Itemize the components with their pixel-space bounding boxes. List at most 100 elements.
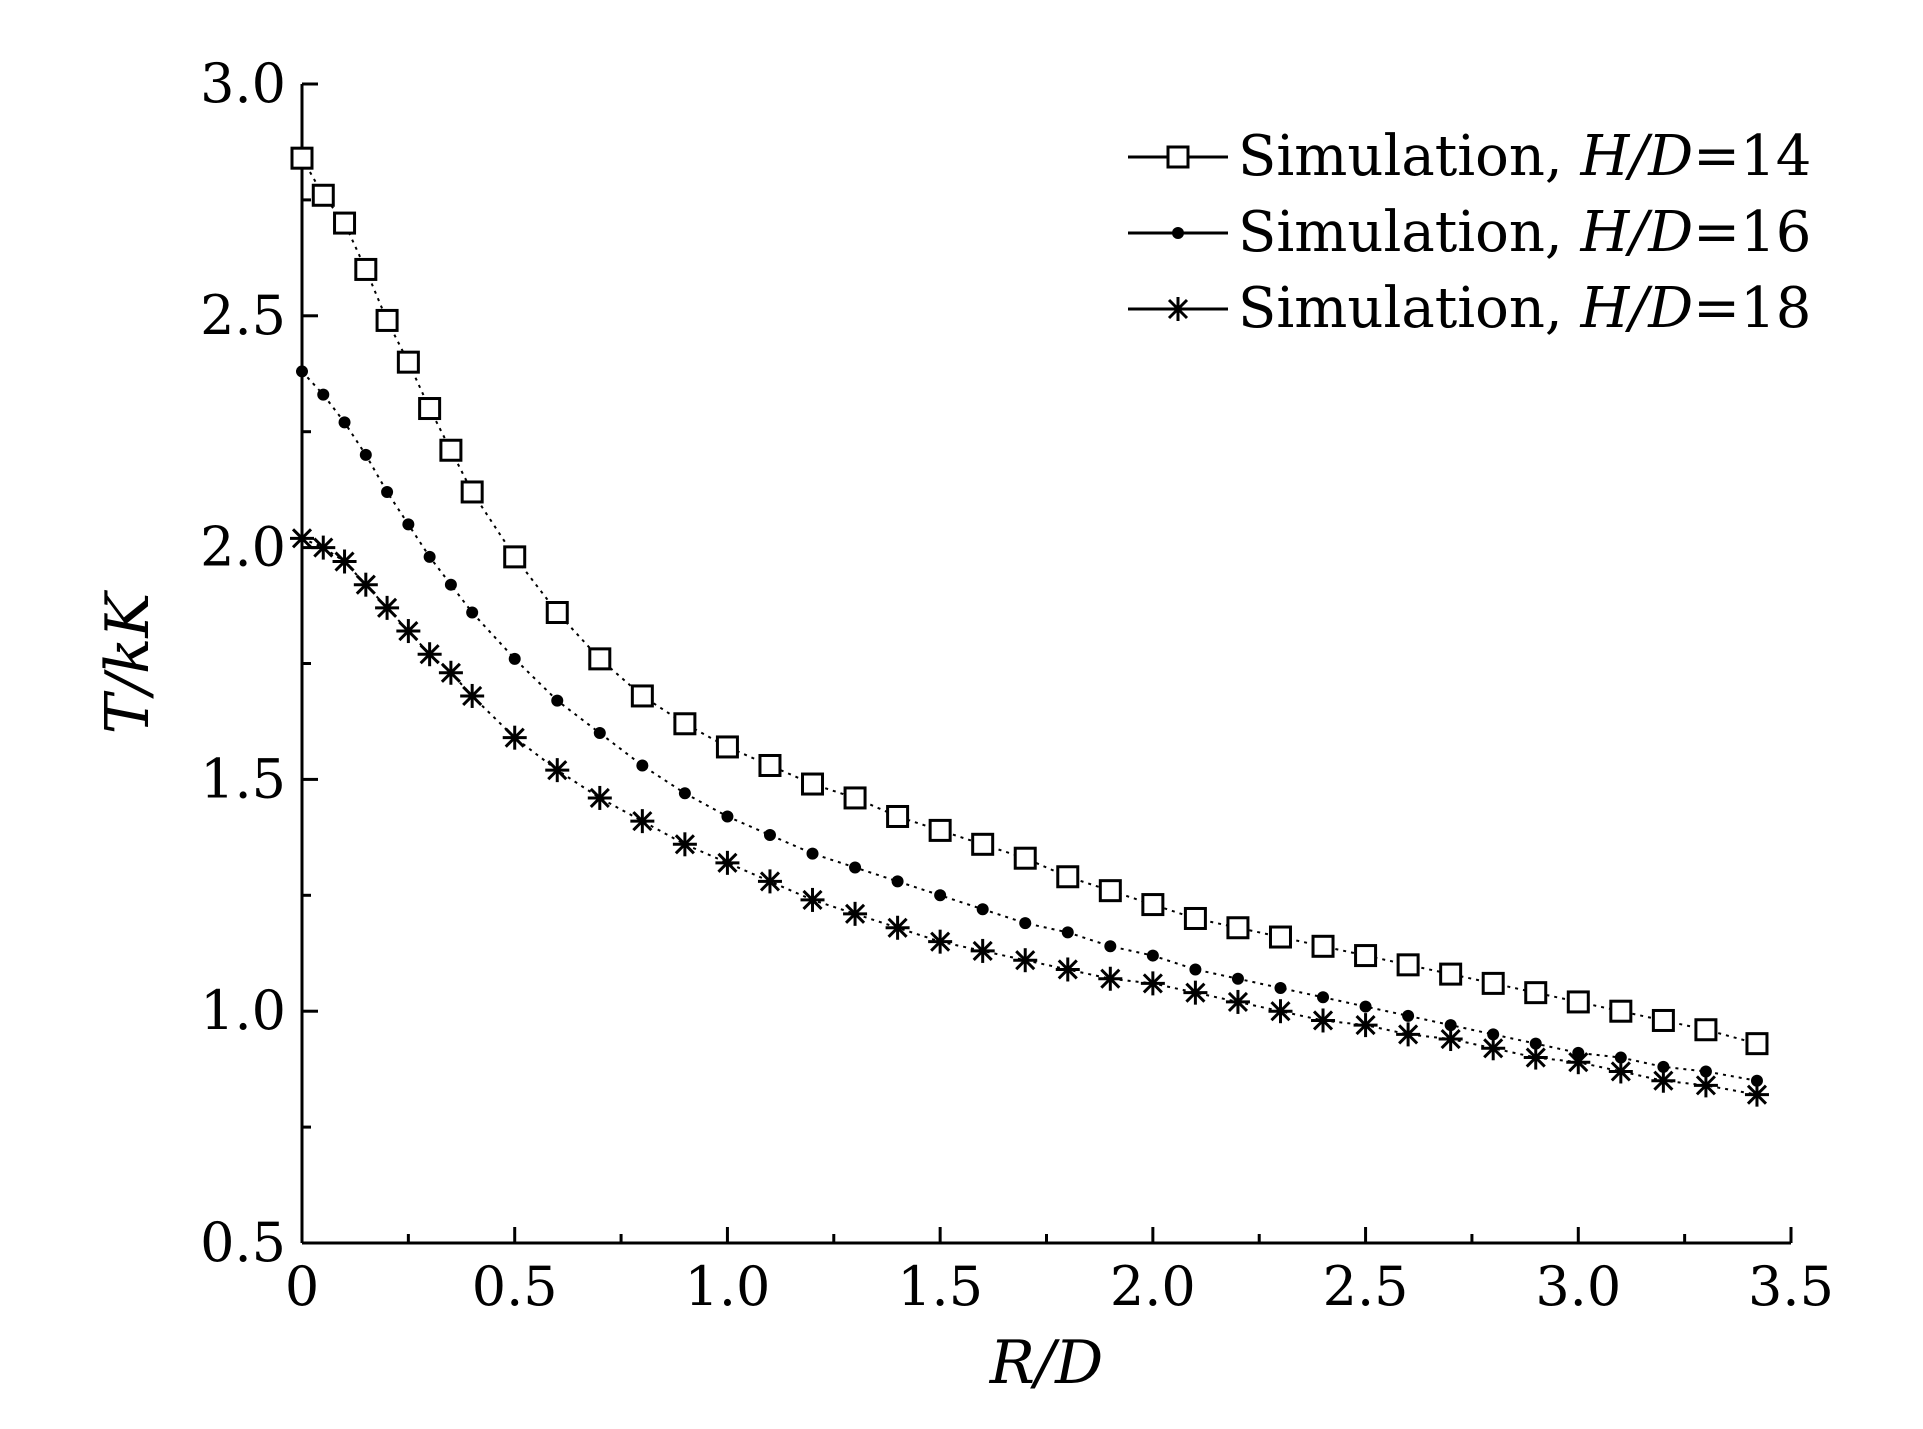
data-point xyxy=(630,684,654,708)
x-tick-label: 0 xyxy=(285,1255,319,1318)
data-point xyxy=(588,647,612,671)
data-point xyxy=(503,545,527,569)
data-point xyxy=(1140,971,1165,996)
y-tick-label: 2.0 xyxy=(200,516,286,579)
data-point xyxy=(1487,1028,1500,1041)
data-point xyxy=(630,809,655,834)
data-point xyxy=(1524,981,1548,1005)
data-point xyxy=(338,416,351,429)
series-line xyxy=(301,370,1758,1082)
data-point xyxy=(290,146,314,170)
data-point xyxy=(359,448,372,461)
data-point xyxy=(1750,1074,1763,1087)
data-point xyxy=(721,810,734,823)
data-point xyxy=(375,308,399,332)
data-point xyxy=(886,804,910,828)
data-point xyxy=(971,832,995,856)
data-point xyxy=(1189,963,1202,976)
data-point xyxy=(1608,1059,1633,1084)
data-point xyxy=(502,725,527,750)
series-3 xyxy=(290,526,1769,1107)
data-point xyxy=(1146,949,1159,962)
data-point xyxy=(1098,879,1122,903)
data-point xyxy=(417,642,442,667)
data-point xyxy=(545,601,569,625)
legend-marker xyxy=(1172,227,1184,239)
data-point xyxy=(843,786,867,810)
data-point xyxy=(1444,1019,1457,1032)
data-point xyxy=(1013,846,1037,870)
data-point xyxy=(1566,990,1590,1014)
data-point xyxy=(1354,944,1378,968)
data-point xyxy=(1268,999,1293,1024)
data-point xyxy=(423,550,436,563)
ticks: 0 0.5 1.0 1.5 2.0 2.5 3.0 3.50.51.01.52.02.53.0 xyxy=(200,52,1834,1318)
y-tick-label: 0.5 xyxy=(200,1211,286,1274)
data-point xyxy=(396,350,420,374)
data-point xyxy=(1141,893,1165,917)
y-tick-label: 1.0 xyxy=(200,979,286,1042)
data-point xyxy=(1481,1036,1506,1061)
y-tick-label: 1.5 xyxy=(200,747,286,810)
data-point xyxy=(508,652,521,665)
data-point xyxy=(439,438,463,462)
data-point xyxy=(396,619,421,644)
data-point xyxy=(1098,966,1123,991)
legend-item-3: Simulation, H/D=18 xyxy=(1128,276,1811,341)
legend-item-1: Simulation, H/D=14 xyxy=(1128,124,1811,189)
data-point xyxy=(934,889,947,902)
data-point xyxy=(715,735,739,759)
x-tick-label: 2.5 xyxy=(1323,1255,1409,1318)
data-point xyxy=(587,785,612,810)
data-point xyxy=(970,938,995,963)
legend-label: Simulation, H/D=14 xyxy=(1238,124,1811,189)
data-point xyxy=(1609,999,1633,1023)
data-point xyxy=(460,480,484,504)
data-point xyxy=(758,753,782,777)
data-point xyxy=(1231,972,1244,985)
data-point xyxy=(353,572,378,597)
x-tick-label: 3.5 xyxy=(1748,1255,1834,1318)
data-point xyxy=(418,397,442,421)
data-point xyxy=(801,772,825,796)
data-point xyxy=(800,887,825,912)
data-point xyxy=(460,683,485,708)
data-point xyxy=(332,549,357,574)
data-point xyxy=(715,850,740,875)
data-point xyxy=(551,694,564,707)
data-point xyxy=(593,727,606,740)
x-tick-label: 1.5 xyxy=(897,1255,983,1318)
data-point xyxy=(757,869,782,894)
data-point xyxy=(1274,982,1287,995)
data-point xyxy=(1183,980,1208,1005)
data-point xyxy=(1311,1008,1336,1033)
data-point xyxy=(1353,1013,1378,1038)
data-point xyxy=(1396,1022,1421,1047)
data-point xyxy=(311,535,336,560)
data-point xyxy=(438,660,463,685)
data-point xyxy=(1183,906,1207,930)
legend-label: Simulation, H/D=18 xyxy=(1238,276,1811,341)
data-point xyxy=(976,903,989,916)
data-point xyxy=(296,365,308,378)
data-point xyxy=(1055,957,1080,982)
legend-marker xyxy=(1166,297,1190,321)
x-axis-title: R/D xyxy=(989,1328,1104,1398)
data-point xyxy=(1438,1027,1463,1052)
data-point xyxy=(1651,1008,1675,1032)
x-tick-label: 3.0 xyxy=(1535,1255,1621,1318)
data-point xyxy=(1744,1082,1769,1107)
data-point xyxy=(672,832,697,857)
data-point xyxy=(466,606,479,619)
data-point xyxy=(317,388,330,401)
data-point xyxy=(1226,916,1250,940)
data-point xyxy=(763,829,776,842)
data-point xyxy=(673,712,697,736)
data-point xyxy=(381,485,394,498)
data-point xyxy=(1317,991,1330,1004)
data-point xyxy=(1651,1068,1676,1093)
data-point xyxy=(1056,865,1080,889)
data-point xyxy=(636,759,649,772)
data-point xyxy=(1481,971,1505,995)
